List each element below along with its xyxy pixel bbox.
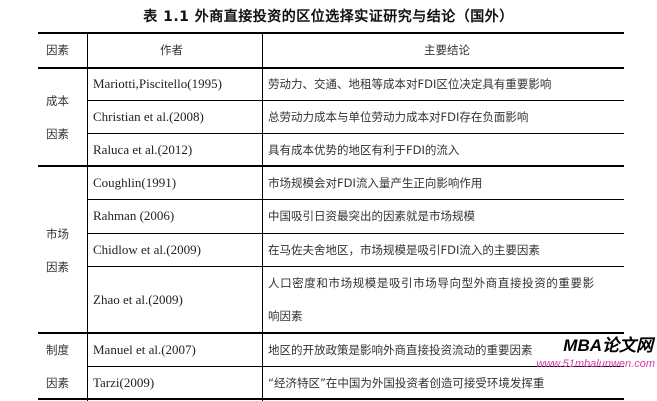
header-conclusion: 主要结论: [424, 43, 470, 57]
column-divider: [87, 33, 88, 401]
row-divider: [87, 366, 624, 367]
author-cell: Coughlin(1991): [93, 175, 177, 190]
conclusion-cell: 人口密度和市场规模是吸引市场导向型外商直接投资的重要影: [268, 276, 595, 290]
watermark-brand: MBA论文网: [563, 336, 653, 355]
conclusion-cell: 地区的开放政策是影响外商直接投资流动的重要因素: [268, 343, 533, 357]
author-cell: Rahman (2006): [93, 208, 175, 223]
table-title: 表 1.1 外商直接投资的区位选择实证研究与结论（国外）: [143, 9, 514, 25]
author-cell: Chidlow et al.(2009): [93, 242, 201, 257]
author-cell: Raluca et al.(2012): [93, 142, 193, 157]
header-factor: 因素: [46, 43, 69, 57]
author-cell: Tarzi(2009): [93, 375, 155, 390]
author-cell: Christian et al.(2008): [93, 109, 204, 124]
group-cost-label: 成本: [46, 94, 69, 108]
row-divider: [87, 133, 624, 134]
author-cell: Zhao et al.(2009): [93, 292, 183, 307]
group-institution-label: 制度: [46, 343, 69, 357]
conclusion-cell-continued: 响因素: [268, 309, 303, 323]
header-author: 作者: [160, 43, 183, 57]
conclusion-cell: 在马佐夫舍地区，市场规模是吸引FDI流入的主要因素: [268, 243, 540, 257]
group-market-label: 市场: [46, 227, 69, 241]
group-rule: [38, 165, 624, 167]
conclusion-cell: “经济特区”在中国为外国投资者创造可接受环境发挥重: [268, 376, 545, 390]
group-cost-label: 因素: [46, 127, 69, 141]
group-institution-label: 因素: [46, 376, 69, 390]
table-bottom-rule: [38, 398, 624, 400]
row-divider: [87, 199, 624, 200]
table-top-rule: [38, 32, 624, 34]
row-divider: [87, 266, 624, 267]
conclusion-cell: 劳动力、交通、地租等成本对FDI区位决定具有重要影响: [268, 77, 552, 91]
column-divider: [262, 33, 263, 401]
conclusion-cell: 中国吸引日资最突出的因素就是市场规模: [268, 209, 475, 223]
header-rule: [38, 67, 624, 69]
conclusion-cell: 市场规模会对FDI流入量产生正向影响作用: [268, 176, 483, 190]
watermark-site: www.51mbalunwen.com: [536, 358, 655, 370]
group-rule: [38, 332, 624, 334]
conclusion-cell: 具有成本优势的地区有利于FDI的流入: [268, 143, 460, 157]
group-market-label: 因素: [46, 260, 69, 274]
row-divider: [87, 100, 624, 101]
author-cell: Mariotti,Piscitello(1995): [93, 76, 222, 91]
conclusion-cell: 总劳动力成本与单位劳动力成本对FDI存在负面影响: [268, 110, 529, 124]
row-divider: [87, 233, 624, 234]
author-cell: Manuel et al.(2007): [93, 342, 196, 357]
